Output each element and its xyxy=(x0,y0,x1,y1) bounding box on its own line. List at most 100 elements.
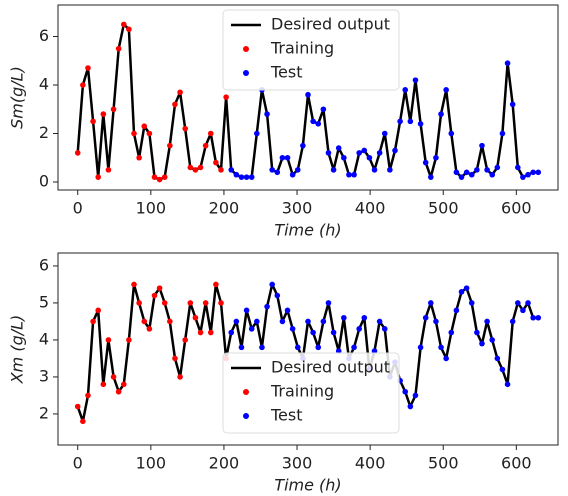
point xyxy=(192,167,199,173)
x-tick-label: 400 xyxy=(355,454,386,473)
point xyxy=(525,300,531,306)
point xyxy=(417,121,424,127)
point xyxy=(433,154,439,161)
point xyxy=(438,344,444,351)
point xyxy=(381,130,388,137)
point xyxy=(182,125,188,132)
point xyxy=(228,167,235,173)
point xyxy=(105,167,112,173)
point xyxy=(412,77,419,83)
y-axis-label: Xm (g/L) xyxy=(8,315,27,385)
point xyxy=(187,300,194,306)
plot-area xyxy=(74,21,542,183)
point xyxy=(156,176,163,183)
point xyxy=(218,167,224,173)
point xyxy=(361,147,368,154)
point xyxy=(264,111,270,117)
legend-swatch xyxy=(243,413,249,419)
point xyxy=(361,314,368,321)
point xyxy=(274,169,281,176)
point xyxy=(274,292,281,299)
point xyxy=(504,60,511,66)
point xyxy=(479,142,485,149)
point xyxy=(161,300,168,306)
point xyxy=(197,164,204,171)
point xyxy=(131,130,137,137)
point xyxy=(177,89,183,96)
point xyxy=(407,118,414,125)
point xyxy=(131,281,137,288)
point xyxy=(85,65,91,71)
point xyxy=(438,111,444,117)
point xyxy=(151,174,158,180)
point xyxy=(141,318,148,325)
point xyxy=(433,318,439,325)
x-tick-label: 300 xyxy=(282,199,313,218)
point xyxy=(269,281,275,288)
point xyxy=(279,154,286,161)
point xyxy=(320,318,327,325)
point xyxy=(346,171,352,178)
point xyxy=(320,106,327,113)
point xyxy=(202,300,209,306)
point xyxy=(115,388,122,395)
point xyxy=(161,174,168,180)
point xyxy=(80,82,86,88)
point xyxy=(351,171,357,178)
point xyxy=(197,329,204,336)
point xyxy=(514,164,521,171)
x-tick-label: 500 xyxy=(428,454,459,473)
point xyxy=(264,303,270,310)
point xyxy=(402,388,409,395)
point xyxy=(520,174,526,180)
legend-swatch xyxy=(243,389,249,395)
point xyxy=(356,150,362,156)
point xyxy=(422,159,429,166)
point xyxy=(341,314,347,321)
axes-frame xyxy=(57,4,559,191)
subplot: 0 100 200 300 400 500 600 2 3 4 5 6 Time (h) Xm (g/L)… xyxy=(8,252,559,495)
point xyxy=(243,307,250,314)
point xyxy=(325,300,332,306)
point xyxy=(494,355,501,362)
legend-box xyxy=(222,9,400,91)
x-tick-label: 400 xyxy=(355,199,386,218)
point xyxy=(448,130,455,137)
point xyxy=(330,167,337,173)
point xyxy=(146,326,153,332)
point xyxy=(458,289,465,295)
point xyxy=(310,118,316,125)
point xyxy=(279,318,286,325)
point xyxy=(74,150,81,156)
point xyxy=(177,374,183,380)
point xyxy=(202,142,209,149)
point xyxy=(530,169,536,176)
point xyxy=(443,87,449,93)
plot-area xyxy=(74,281,542,425)
y-tick-label: 4 xyxy=(39,75,49,94)
point xyxy=(233,318,240,325)
point xyxy=(376,318,383,325)
point xyxy=(289,171,296,178)
point xyxy=(417,344,424,351)
point xyxy=(428,300,434,306)
y-tick-label: 0 xyxy=(39,171,49,190)
point xyxy=(120,381,127,388)
y-axis-label: Sm(g/L) xyxy=(8,66,27,129)
point xyxy=(509,101,516,108)
point xyxy=(213,281,219,288)
point xyxy=(489,171,496,178)
point xyxy=(80,418,86,425)
point xyxy=(141,123,148,130)
point xyxy=(228,329,235,336)
point xyxy=(514,300,521,306)
point xyxy=(269,167,275,173)
legend-label: Test xyxy=(270,63,303,82)
x-tick-label: 0 xyxy=(73,199,83,218)
point xyxy=(300,142,306,149)
point xyxy=(259,344,265,351)
point xyxy=(172,355,178,362)
point xyxy=(305,318,311,325)
point xyxy=(254,318,260,325)
y-tick-label: 6 xyxy=(39,26,49,45)
